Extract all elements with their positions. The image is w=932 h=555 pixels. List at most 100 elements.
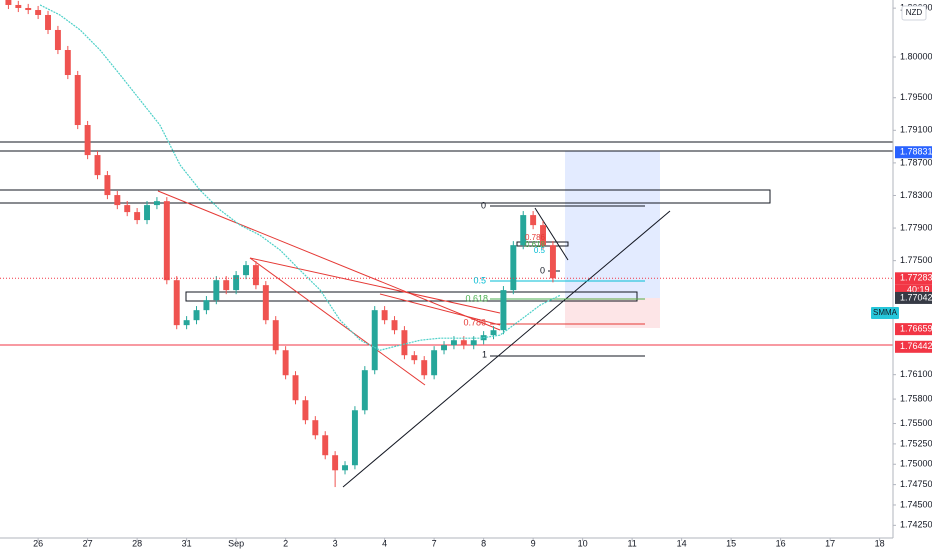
- x-tick-label: 18: [875, 538, 885, 548]
- candle-body: [104, 175, 111, 196]
- price-tag-label: 1.76659: [900, 324, 932, 334]
- x-tick-label: 10: [578, 538, 588, 548]
- y-tick-label: 1.75250: [900, 438, 932, 448]
- candle-body: [411, 355, 418, 361]
- indicator-tag: [871, 307, 899, 319]
- drawings: [0, 141, 894, 488]
- axes: 1.806001.800001.795001.791001.787001.783…: [33, 3, 932, 549]
- candle-body: [94, 155, 101, 176]
- y-tick-label: 1.76100: [900, 369, 932, 379]
- candle-body: [84, 125, 91, 156]
- x-tick-label: 15: [726, 538, 736, 548]
- candle-body: [490, 330, 497, 336]
- y-tick-label: 1.78300: [900, 190, 932, 200]
- candle-body: [460, 340, 467, 346]
- candle-body: [351, 410, 358, 466]
- candle-body: [203, 300, 210, 311]
- fib-label: 0.5: [534, 246, 546, 255]
- price-tag-label: 1.77042: [900, 292, 932, 302]
- candle-body: [361, 370, 368, 411]
- fib-label: 0.618: [465, 293, 488, 303]
- symbol-label: NZD: [906, 8, 923, 17]
- candle-body: [163, 201, 170, 281]
- candle-body: [272, 320, 279, 351]
- x-tick-label: 31: [182, 538, 192, 548]
- candle-body: [391, 320, 398, 331]
- candle-body: [312, 420, 319, 436]
- candle-body: [124, 205, 131, 213]
- fib-label: 1: [482, 349, 487, 359]
- price-tag: [895, 340, 932, 353]
- candle-body: [520, 215, 527, 246]
- x-tick-label: 4: [382, 538, 387, 548]
- x-tick-label: 28: [132, 538, 142, 548]
- x-tick-label: 3: [333, 538, 338, 548]
- indicator-label: SMMA: [873, 308, 898, 317]
- x-tick-label: 2: [283, 538, 288, 548]
- candle-body: [371, 310, 378, 371]
- candle-body: [114, 195, 121, 206]
- y-tick-label: 1.74500: [900, 499, 932, 509]
- symbol-box: [901, 5, 927, 21]
- candle-body: [421, 360, 428, 376]
- x-tick-label: 8: [481, 538, 486, 548]
- fib-label: 0.618: [525, 240, 546, 249]
- y-tick-label: 1.79500: [900, 92, 932, 102]
- y-tick-label: 1.74750: [900, 479, 932, 489]
- fib-labels: 0 0.5 0.618 0.786 1 0.786 0.618 0.5 0: [463, 200, 545, 359]
- price-tag: [895, 323, 932, 336]
- candle-body: [549, 245, 556, 279]
- price-tag: [895, 272, 932, 285]
- candle-body: [262, 285, 269, 321]
- fib-label: 0: [481, 200, 486, 210]
- trend-line: [342, 210, 671, 488]
- y-tick-label: 1.75000: [900, 459, 932, 469]
- candle-body: [401, 330, 408, 356]
- candle-body: [540, 225, 546, 246]
- x-tick-label: 11: [627, 538, 636, 548]
- price-tag: [895, 146, 932, 159]
- x-tick-label: 7: [432, 538, 437, 548]
- x-tick-label: 17: [825, 538, 835, 548]
- candle-body: [243, 265, 249, 276]
- candle-body: [332, 455, 339, 471]
- x-tick-label: Sep: [228, 538, 244, 548]
- trend-line: [249, 257, 501, 314]
- countdown: 40:19: [907, 285, 930, 295]
- candle-body: [15, 4, 22, 8]
- candle-body: [441, 345, 447, 351]
- candle-body: [500, 290, 507, 331]
- candle-body: [153, 201, 160, 206]
- candle-body: [450, 340, 457, 346]
- candle-body: [292, 375, 299, 401]
- price-tag-label: 1.78831: [900, 147, 932, 157]
- y-tick-label: 1.77900: [900, 222, 932, 232]
- candle-body: [302, 400, 309, 421]
- y-tick-label: 1.80000: [900, 51, 932, 61]
- candle-body: [134, 212, 141, 221]
- candle-body: [381, 310, 388, 321]
- trend-line: [379, 293, 501, 326]
- price-tag-label: 1.76442: [900, 341, 932, 351]
- candle-body: [35, 10, 42, 15]
- candles: [0, 0, 893, 488]
- x-tick-label: 14: [677, 538, 687, 548]
- candle-body: [213, 280, 220, 301]
- y-tick-label: 1.77500: [900, 255, 932, 265]
- candle-body: [233, 275, 240, 291]
- candle-body: [25, 7, 32, 11]
- x-tick-label: 16: [776, 538, 786, 548]
- candle-body: [223, 280, 230, 291]
- candle-body: [342, 465, 348, 471]
- candle-body: [193, 310, 200, 321]
- candle-body: [431, 350, 438, 376]
- candle-body: [173, 280, 180, 326]
- fib-label: 0.786: [463, 317, 486, 327]
- price-tag: [895, 291, 932, 304]
- y-tick-label: 1.78700: [900, 157, 932, 167]
- zone: [185, 291, 638, 302]
- y-tick-label: 1.75800: [900, 393, 932, 403]
- candle-body: [144, 205, 150, 221]
